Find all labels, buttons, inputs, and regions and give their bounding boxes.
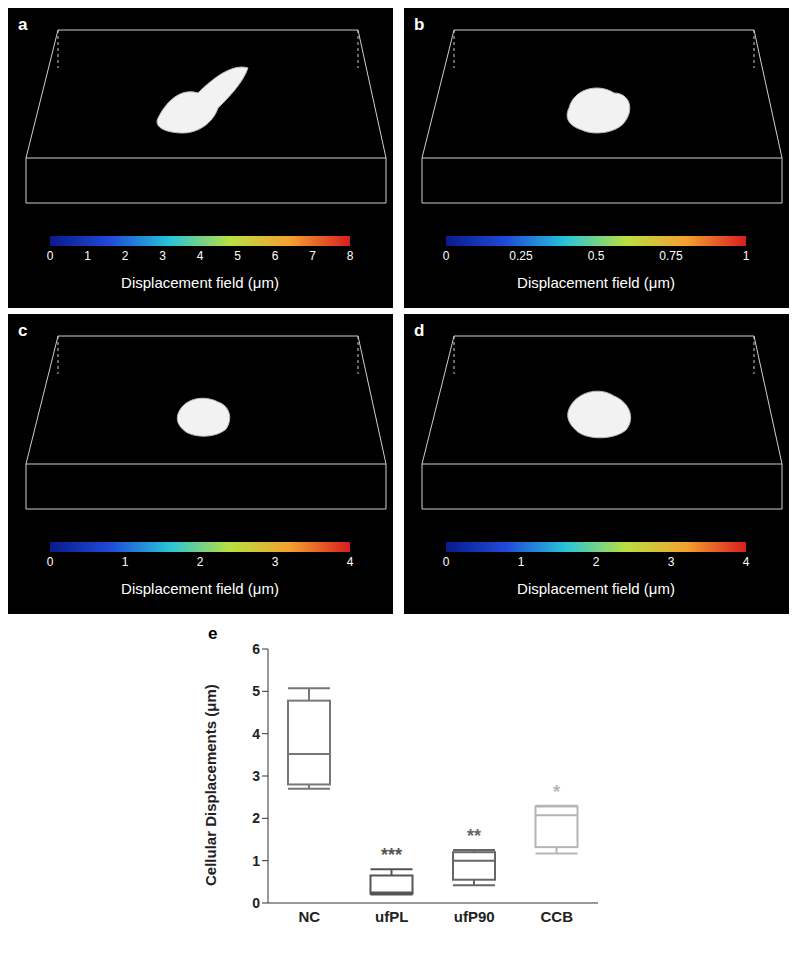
svg-text:0.25: 0.25 — [509, 249, 533, 263]
svg-text:*: * — [553, 782, 560, 802]
svg-text:Displacement field (μm): Displacement field (μm) — [121, 580, 279, 597]
svg-text:ufPL: ufPL — [375, 908, 408, 925]
svg-text:2: 2 — [197, 555, 204, 569]
svg-text:8: 8 — [347, 249, 354, 263]
svg-text:0: 0 — [443, 555, 450, 569]
svg-text:7: 7 — [309, 249, 316, 263]
svg-text:**: ** — [467, 826, 481, 846]
svg-text:3: 3 — [159, 249, 166, 263]
svg-text:2: 2 — [122, 249, 129, 263]
svg-text:CCB: CCB — [541, 908, 574, 925]
svg-text:0: 0 — [443, 249, 450, 263]
svg-text:NC: NC — [298, 908, 320, 925]
svg-text:4: 4 — [252, 726, 260, 742]
svg-text:4: 4 — [197, 249, 204, 263]
svg-text:3: 3 — [272, 555, 279, 569]
svg-text:0: 0 — [47, 555, 54, 569]
svg-text:a: a — [18, 15, 28, 34]
svg-text:Displacement field (μm): Displacement field (μm) — [517, 580, 675, 597]
html-text:e: e — [208, 624, 218, 643]
svg-text:6: 6 — [252, 641, 260, 657]
svg-text:4: 4 — [743, 555, 750, 569]
svg-text:1: 1 — [743, 249, 750, 263]
svg-text:2: 2 — [593, 555, 600, 569]
svg-text:***: *** — [381, 845, 402, 865]
svg-text:0.75: 0.75 — [659, 249, 683, 263]
svg-text:d: d — [414, 321, 424, 340]
svg-text:0: 0 — [47, 249, 54, 263]
svg-text:b: b — [414, 15, 424, 34]
svg-text:c: c — [18, 321, 27, 340]
svg-text:Cellular Displacements (μm): Cellular Displacements (μm) — [202, 684, 219, 886]
svg-text:Displacement field (μm): Displacement field (μm) — [121, 274, 279, 291]
svg-text:1: 1 — [518, 555, 525, 569]
svg-text:1: 1 — [252, 853, 260, 869]
svg-text:2: 2 — [252, 810, 260, 826]
svg-text:Displacement field (μm): Displacement field (μm) — [517, 274, 675, 291]
svg-text:3: 3 — [668, 555, 675, 569]
svg-text:3: 3 — [252, 768, 260, 784]
svg-text:1: 1 — [122, 555, 129, 569]
svg-text:0: 0 — [252, 895, 260, 911]
svg-text:0.5: 0.5 — [588, 249, 605, 263]
svg-text:5: 5 — [252, 683, 260, 699]
svg-text:ufP90: ufP90 — [454, 908, 495, 925]
svg-text:5: 5 — [234, 249, 241, 263]
svg-text:6: 6 — [272, 249, 279, 263]
svg-text:1: 1 — [84, 249, 91, 263]
svg-text:4: 4 — [347, 555, 354, 569]
